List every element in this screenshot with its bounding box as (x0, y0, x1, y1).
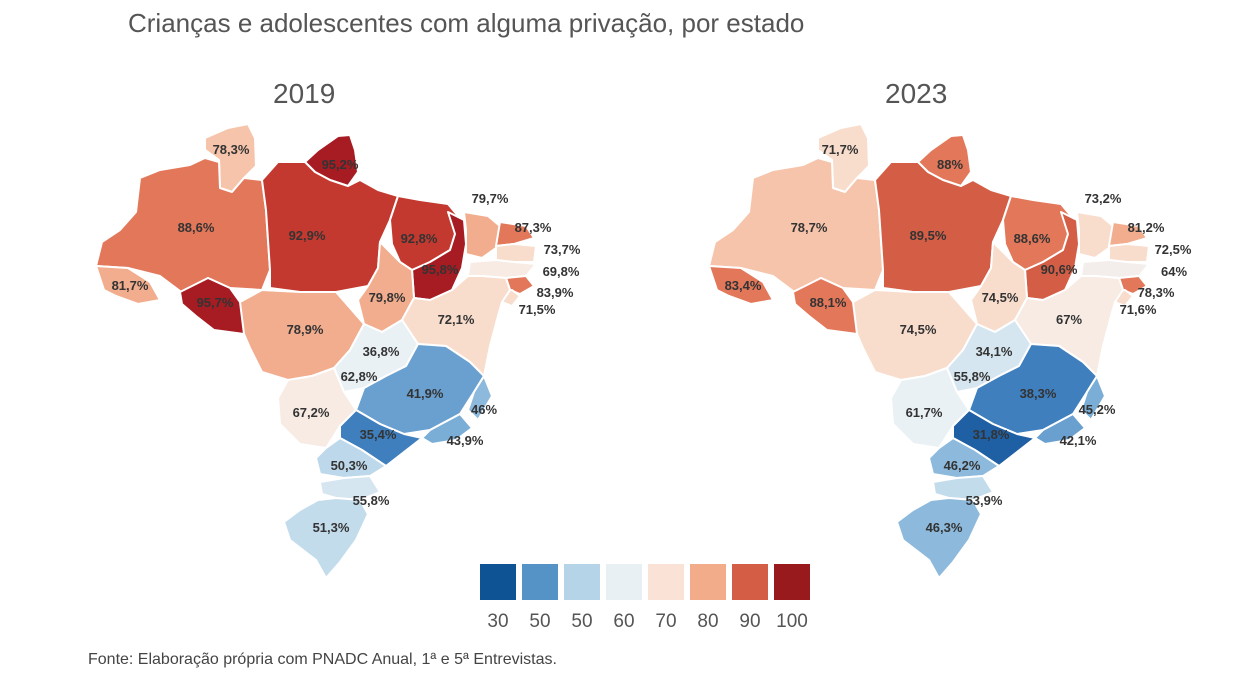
state-value-label-2023-13: 88,1% (810, 295, 847, 310)
state-value-label-2023-6: 73,2% (1085, 191, 1122, 206)
state-value-label-2019-26: 51,3% (313, 520, 350, 535)
state-value-label-2019-8: 73,7% (544, 242, 581, 257)
state-value-label-2019-12: 81,7% (112, 278, 149, 293)
legend-swatch-70 (648, 564, 684, 600)
state-value-label-2019-4: 92,8% (401, 231, 438, 246)
state-region-2023-22 (952, 409, 1036, 467)
state-value-label-2023-11: 71,6% (1120, 302, 1157, 317)
legend-swatch-50b (564, 564, 600, 600)
state-region-2019-12 (95, 265, 161, 305)
state-value-label-2023-18: 55,8% (954, 369, 991, 384)
legend-label-80: 80 (697, 611, 719, 632)
state-value-label-2023-5: 90,6% (1041, 262, 1078, 277)
legend-swatch-60 (606, 564, 642, 600)
state-value-label-2023-0: 71,7% (822, 142, 859, 157)
legend-label-70: 70 (655, 611, 677, 632)
state-region-2023-26 (896, 497, 982, 579)
state-value-label-2019-0: 78,3% (213, 142, 250, 157)
state-value-label-2023-21: 61,7% (906, 405, 943, 420)
state-region-2019-25 (319, 475, 381, 501)
state-value-label-2019-21: 67,2% (293, 405, 330, 420)
state-region-2019-23 (421, 413, 473, 445)
state-region-2023-20 (1080, 375, 1106, 421)
state-value-label-2019-20: 46% (471, 402, 497, 417)
state-value-label-2019-18: 62,8% (341, 369, 378, 384)
state-value-label-2023-12: 83,4% (725, 278, 762, 293)
legend-label-30: 30 (487, 611, 509, 632)
state-value-label-2019-2: 88,6% (178, 220, 215, 235)
state-value-label-2019-1: 95,2% (322, 157, 359, 172)
state-value-label-2019-15: 72,1% (438, 312, 475, 327)
state-region-2019-26 (283, 497, 369, 579)
state-region-2019-6 (463, 211, 501, 259)
legend-swatch-90 (732, 564, 768, 600)
state-value-label-2023-3: 89,5% (910, 228, 947, 243)
state-value-label-2023-15: 67% (1056, 312, 1082, 327)
state-region-2019-2 (95, 157, 271, 295)
legend-label-50a: 50 (529, 611, 551, 632)
state-value-label-2023-1: 88% (937, 157, 963, 172)
map-2019 (95, 123, 537, 579)
state-value-label-2019-22: 35,4% (360, 427, 397, 442)
state-value-label-2023-26: 46,3% (926, 520, 963, 535)
legend-label-60: 60 (613, 611, 635, 632)
state-value-label-2023-7: 81,2% (1128, 220, 1165, 235)
state-region-2023-6 (1076, 211, 1114, 259)
state-value-label-2019-3: 92,9% (289, 228, 326, 243)
state-value-label-2019-6: 79,7% (472, 191, 509, 206)
state-value-label-2023-17: 34,1% (976, 344, 1013, 359)
brazil-choropleth-maps: 78,3% 95,2% 88,6% 92,9% 92,8% 95,8% 79,7% 87,3%… (95, 123, 1192, 579)
state-value-label-2023-25: 53,9% (966, 493, 1003, 508)
chart-title: Crianças e adolescentes com alguma priva… (128, 8, 805, 38)
state-value-label-2019-10: 83,9% (537, 285, 574, 300)
state-value-label-2023-4: 88,6% (1014, 231, 1051, 246)
state-value-label-2019-25: 55,8% (353, 493, 390, 508)
state-value-label-2023-10: 78,3% (1138, 285, 1175, 300)
state-value-label-2023-2: 78,7% (791, 220, 828, 235)
state-value-label-2023-19: 38,3% (1020, 386, 1057, 401)
legend-label-100: 100 (776, 611, 808, 632)
state-value-label-2023-20: 45,2% (1079, 402, 1116, 417)
legend-label-90: 90 (739, 611, 761, 632)
map-2019-year-label: 2019 (273, 78, 336, 109)
legend-swatch-80 (690, 564, 726, 600)
state-value-label-2019-11: 71,5% (519, 302, 556, 317)
legend-swatch-50a (522, 564, 558, 600)
legend-swatch-100 (774, 564, 810, 600)
state-value-label-2019-19: 41,9% (407, 386, 444, 401)
state-region-2023-2 (708, 157, 884, 295)
map-2023 (708, 123, 1150, 579)
map-2023-year-label: 2023 (885, 78, 948, 109)
state-region-2023-8 (1108, 243, 1150, 263)
state-value-label-2019-14: 79,8% (369, 290, 406, 305)
state-value-label-2019-16: 78,9% (287, 322, 324, 337)
state-value-label-2023-24: 46,2% (944, 458, 981, 473)
state-value-label-2023-22: 31,8% (973, 427, 1010, 442)
state-value-label-2023-8: 72,5% (1155, 242, 1192, 257)
state-value-label-2019-13: 95,7% (197, 295, 234, 310)
state-region-2019-7 (495, 221, 535, 247)
state-value-label-2019-7: 87,3% (515, 220, 552, 235)
state-region-2019-8 (495, 243, 537, 263)
state-value-label-2019-23: 43,9% (447, 433, 484, 448)
state-value-label-2023-14: 74,5% (982, 290, 1019, 305)
state-value-label-2023-16: 74,5% (900, 322, 937, 337)
source-note: Fonte: Elaboração própria com PNADC Anua… (88, 651, 557, 668)
state-value-label-2019-9: 69,8% (543, 264, 580, 279)
state-value-label-2023-23: 42,1% (1060, 433, 1097, 448)
state-value-label-2019-5: 95,8% (422, 262, 459, 277)
legend-swatch-30 (480, 564, 516, 600)
state-region-2023-12 (708, 265, 774, 305)
state-region-2023-7 (1108, 221, 1148, 247)
state-value-label-2023-9: 64% (1161, 264, 1187, 279)
state-region-2023-23 (1034, 413, 1086, 445)
state-region-2019-22 (339, 409, 423, 467)
state-value-label-2019-17: 36,8% (363, 344, 400, 359)
state-value-label-2019-24: 50,3% (331, 458, 368, 473)
legend-label-50b: 50 (571, 611, 593, 632)
state-region-2019-20 (467, 375, 493, 421)
state-region-2023-25 (932, 475, 994, 501)
